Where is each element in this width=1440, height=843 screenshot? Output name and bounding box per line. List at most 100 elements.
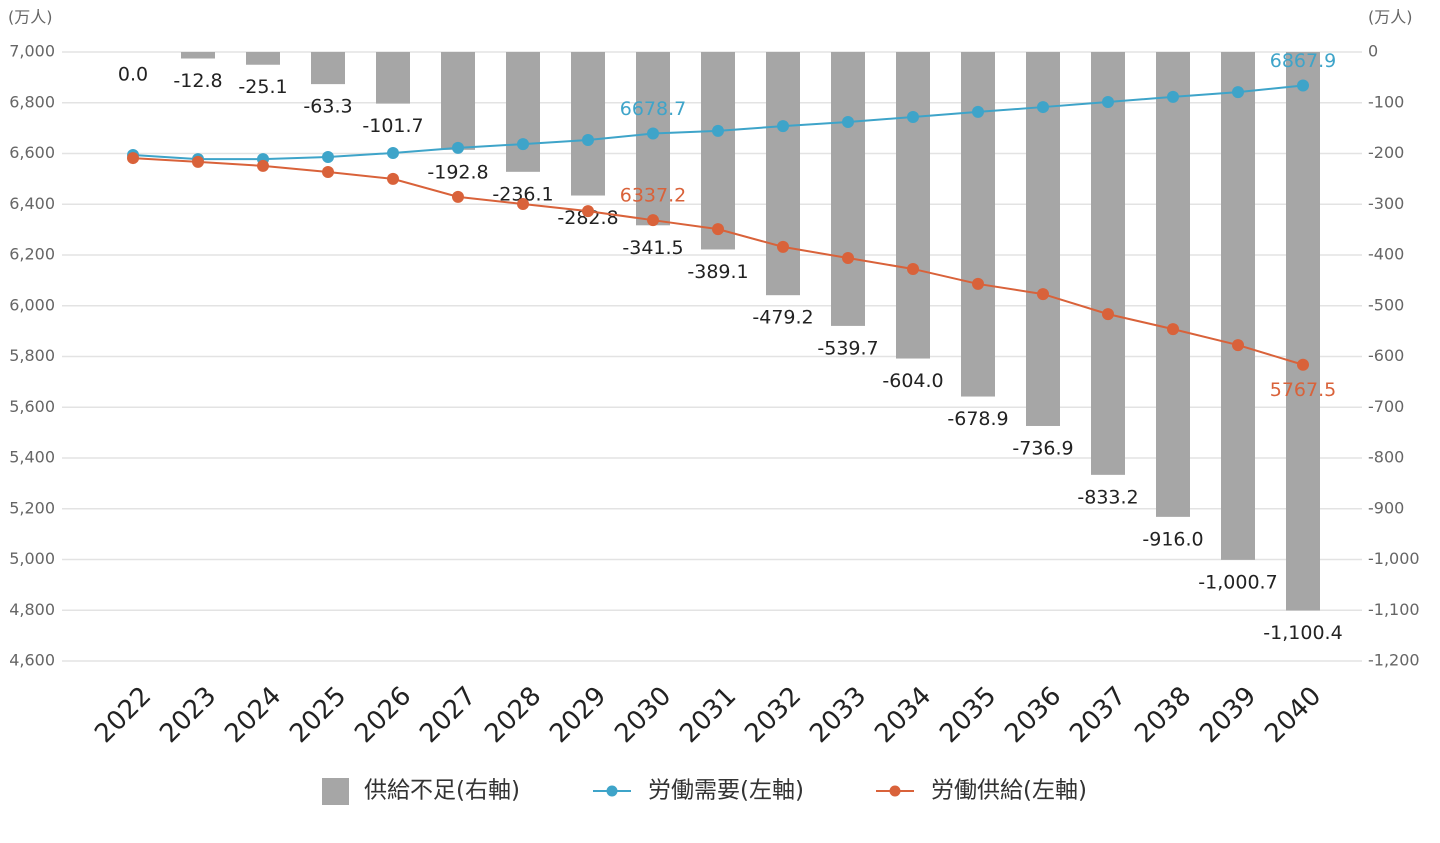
y2-tick-label: -600 [1368,346,1404,365]
bar [571,52,605,196]
x-tick-label: 2035 [934,681,1002,749]
y2-tick-label: -900 [1368,498,1404,517]
bar-value-label: -101.7 [362,115,423,137]
y2-tick-label: -300 [1368,194,1404,213]
x-tick-label: 2025 [284,681,352,749]
x-tick-label: 2027 [414,681,482,749]
y-tick-label: 5,600 [9,397,55,416]
bar [441,52,475,150]
bar-value-label: -833.2 [1077,486,1138,508]
y-tick-label: 6,800 [9,92,55,111]
x-tick-label: 2038 [1129,681,1197,749]
bar-value-label: -63.3 [303,96,352,118]
x-tick-label: 2029 [544,681,612,749]
line-value-label: 6867.9 [1270,50,1336,72]
bar-value-label: -192.8 [427,161,488,183]
line-point [1037,288,1049,301]
bar-value-label: -12.8 [173,70,222,92]
legend-label: 労働供給(左軸) [931,778,1087,804]
line-point [777,120,789,133]
line-point [647,127,659,140]
line-point [257,159,269,172]
y-tick-label: 6,000 [9,295,55,314]
bar [246,52,280,65]
x-tick-label: 2030 [609,681,677,749]
x-tick-label: 2039 [1194,681,1262,749]
bar [506,52,540,172]
line-point [1102,308,1114,321]
line-point [1167,90,1179,103]
bar-value-label: -479.2 [752,307,813,329]
bar [181,52,215,59]
x-tick-label: 2023 [154,681,222,749]
y2-tick-label: -100 [1368,92,1404,111]
line-point [1167,323,1179,336]
line-point [907,262,919,275]
y2-tick-label: -500 [1368,295,1404,314]
line-point [387,146,399,159]
y2-tick-label: -1,100 [1368,600,1420,619]
x-tick-label: 2024 [219,681,287,749]
line-point [192,155,204,168]
y2-tick-label: -1,200 [1368,651,1420,670]
x-tick-label: 2022 [89,681,157,749]
line-value-label: 6678.7 [620,98,686,120]
y-tick-label: 6,600 [9,143,55,162]
bar-value-label: -389.1 [687,261,748,283]
line-point [582,205,594,218]
x-tick-label: 2036 [999,681,1067,749]
y-tick-label: 5,400 [9,448,55,467]
y-tick-label: 5,800 [9,346,55,365]
line-value-label: 6337.2 [620,185,686,207]
line-point [842,252,854,265]
x-tick-label: 2031 [674,681,742,749]
y2-tick-label: 0 [1368,42,1378,61]
bar [961,52,995,397]
line-point [517,138,529,151]
x-tick-label: 2040 [1259,681,1327,749]
y2-tick-label: -1,000 [1368,549,1420,568]
y-tick-label: 6,200 [9,245,55,264]
x-tick-label: 2037 [1064,681,1132,749]
line-point [452,190,464,203]
bar [831,52,865,326]
bar-value-label: -539.7 [817,337,878,359]
line-point [1232,86,1244,99]
bar-value-label: -916.0 [1142,528,1203,550]
bar-value-label: -1,000.7 [1198,571,1277,593]
y2-tick-label: -400 [1368,245,1404,264]
y-tick-label: 7,000 [9,42,55,61]
y2-tick-label: -700 [1368,397,1404,416]
line-point [712,124,724,137]
line-point [1232,339,1244,352]
legend-label: 供給不足(右軸) [364,778,520,804]
y2-axis-label: (万人) [1368,8,1413,27]
line-point [322,166,334,179]
line-point [972,277,984,290]
bar-value-label: -236.1 [492,183,553,205]
bar [701,52,735,250]
bar [376,52,410,104]
bar-value-label: -25.1 [238,76,287,98]
bar-value-label: -1,100.4 [1263,622,1342,644]
line-point [1037,101,1049,114]
bar [766,52,800,296]
line-point [972,105,984,118]
line-point [842,116,854,129]
line-point [322,151,334,164]
bar [1156,52,1190,517]
line-point [1297,79,1309,92]
line-point [907,110,919,123]
bar [1221,52,1255,560]
line-point [582,134,594,147]
legend-swatch-dot [889,785,901,797]
bar [1091,52,1125,475]
legend-label: 労働需要(左軸) [648,778,804,804]
y2-tick-label: -200 [1368,143,1404,162]
line-point [777,240,789,253]
line-point [517,197,529,210]
bar [1026,52,1060,426]
bar-value-label: -736.9 [1012,437,1073,459]
